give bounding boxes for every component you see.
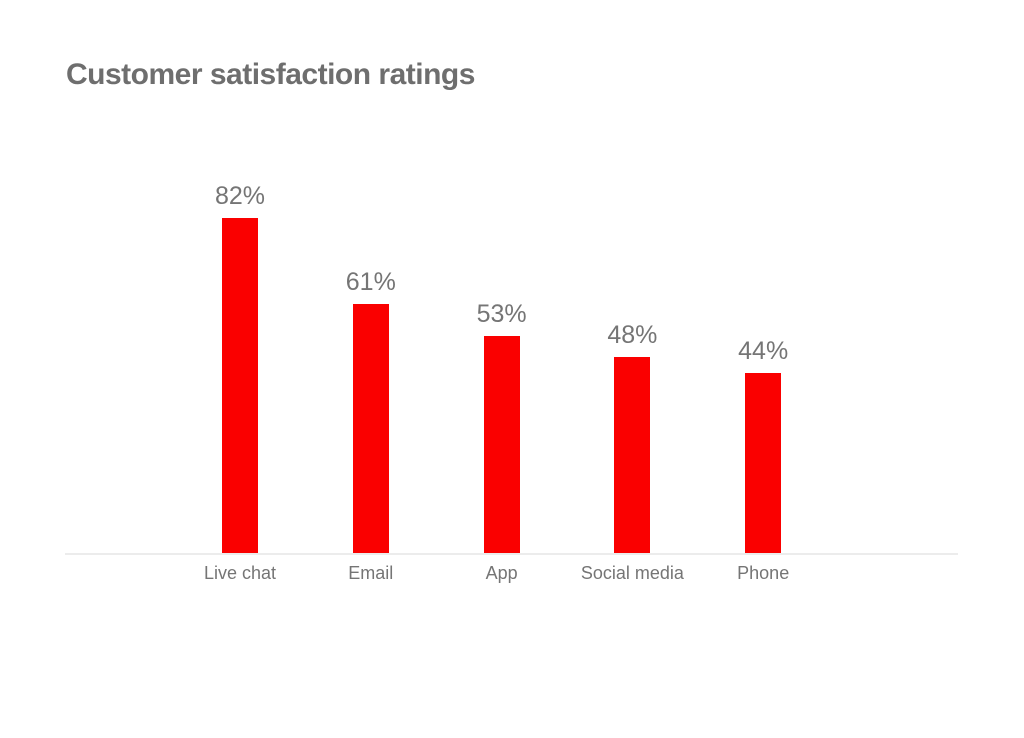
bar-value-label-live-chat: 82% [214,182,266,210]
x-axis-baseline [65,553,958,555]
x-axis-label-app: App [485,563,518,583]
bar-social-media [614,357,651,553]
bar-value-label-email: 61% [345,268,396,296]
bar-value-label-app: 53% [476,300,527,328]
bar-email [352,304,389,553]
bar-group-social-media: 48% Social media [567,145,697,584]
x-axis-label-phone: Phone [737,563,790,583]
bar-group-email: 61% Email [306,145,436,584]
x-axis-label-email: Email [348,563,394,583]
bar-group-phone: 44% Phone [698,145,828,584]
chart-title: Customer satisfaction ratings [66,58,475,91]
bar-phone [745,373,782,553]
x-axis-label-live-chat: Live chat [203,563,277,583]
bar-group-live-chat: 82% Live chat [175,145,305,584]
bar-value-label-phone: 44% [738,337,789,365]
bar-value-label-social-media: 48% [607,321,658,349]
bar-app [483,336,520,553]
x-axis-label-social-media: Social media [580,563,684,583]
bar-chart-plot-area: 82% Live chat 61% Email 53% App 48% Social medi… [65,145,958,584]
bar-live-chat [222,218,258,553]
bar-group-app: 53% App [437,145,567,584]
